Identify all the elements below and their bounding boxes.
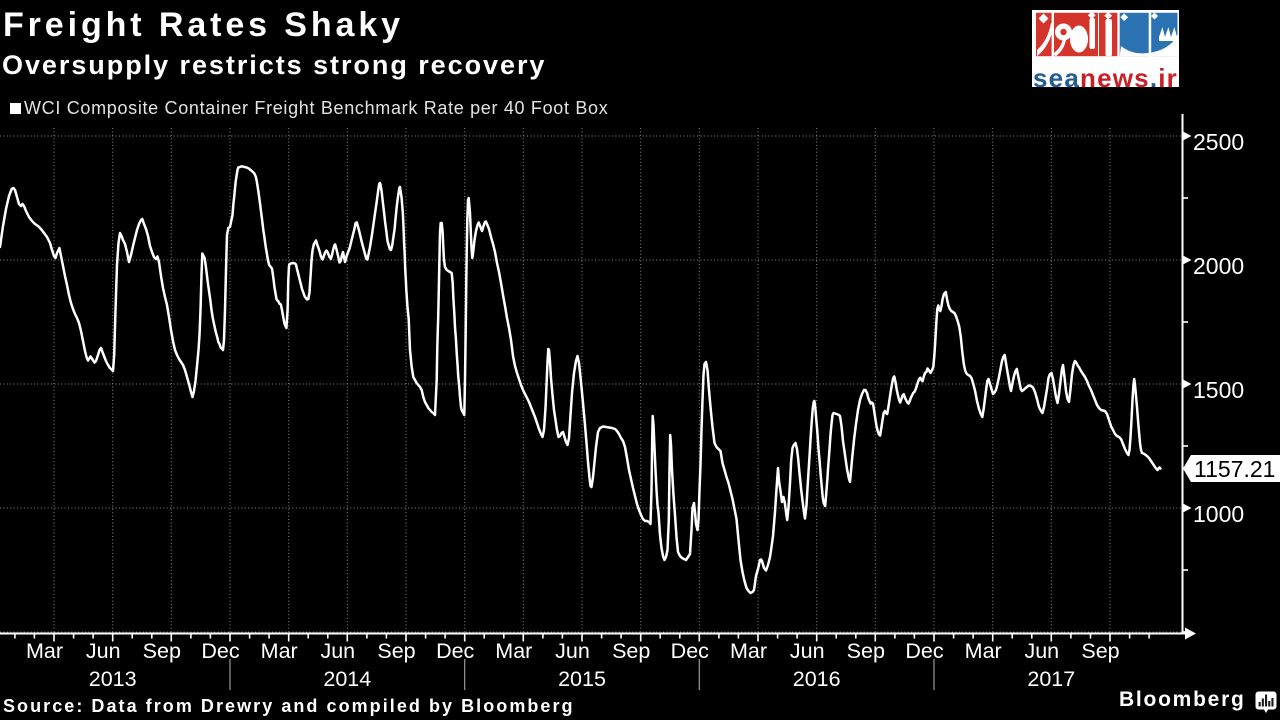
svg-text:Dec: Dec [436, 639, 474, 663]
svg-text:Mar: Mar [965, 639, 1002, 663]
svg-text:2000: 2000 [1193, 253, 1244, 279]
svg-text:Sep: Sep [377, 639, 415, 663]
svg-text:Sep: Sep [1081, 639, 1119, 663]
svg-text:1000: 1000 [1193, 501, 1244, 527]
svg-text:Mar: Mar [26, 639, 63, 663]
svg-text:Mar: Mar [261, 639, 298, 663]
svg-text:Sep: Sep [612, 639, 650, 663]
svg-text:Sep: Sep [847, 639, 885, 663]
svg-text:Jun: Jun [320, 639, 355, 663]
svg-text:2017: 2017 [1027, 667, 1075, 691]
svg-text:Dec: Dec [905, 639, 943, 663]
svg-text:1500: 1500 [1193, 377, 1244, 403]
svg-text:2015: 2015 [558, 667, 606, 691]
svg-text:1157.21: 1157.21 [1194, 456, 1275, 482]
svg-text:Mar: Mar [495, 639, 532, 663]
svg-text:2014: 2014 [323, 667, 371, 691]
svg-text:2500: 2500 [1193, 129, 1244, 155]
svg-text:Jun: Jun [790, 639, 825, 663]
svg-text:Dec: Dec [201, 639, 239, 663]
svg-text:Mar: Mar [730, 639, 767, 663]
svg-text:Jun: Jun [555, 639, 590, 663]
svg-text:2016: 2016 [793, 667, 841, 691]
svg-text:Jun: Jun [86, 639, 121, 663]
svg-text:Dec: Dec [671, 639, 709, 663]
svg-text:Sep: Sep [143, 639, 181, 663]
svg-text:2013: 2013 [89, 667, 137, 691]
svg-text:Jun: Jun [1024, 639, 1059, 663]
